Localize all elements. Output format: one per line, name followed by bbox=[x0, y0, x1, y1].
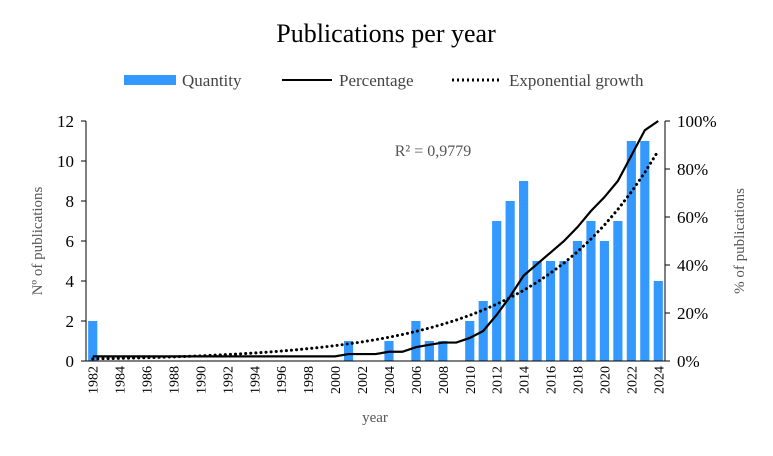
legend-swatch-quantity bbox=[124, 75, 176, 85]
bar-2016 bbox=[545, 261, 556, 361]
x-tick-label: 2020 bbox=[598, 366, 613, 394]
bar-2012 bbox=[492, 221, 502, 361]
x-tick-label: 2004 bbox=[383, 366, 398, 394]
x-tick-label: 2010 bbox=[464, 366, 479, 394]
bar-1982 bbox=[88, 321, 98, 361]
y-tick-label: 12 bbox=[57, 112, 74, 131]
y2-tick-label: 0% bbox=[677, 352, 700, 371]
bar-2020 bbox=[599, 241, 609, 361]
bar-2010 bbox=[465, 321, 475, 361]
bar-2006 bbox=[411, 321, 421, 361]
bar-2007 bbox=[424, 341, 434, 361]
exponential-trend-line bbox=[91, 149, 660, 361]
y2-tick-label: 80% bbox=[677, 160, 708, 179]
x-tick-label: 2018 bbox=[571, 366, 586, 394]
x-tick-label: 1986 bbox=[141, 366, 156, 394]
bar-2022 bbox=[626, 141, 636, 361]
x-tick-label: 1990 bbox=[194, 366, 209, 394]
bar-2001 bbox=[343, 341, 354, 361]
x-tick-label: 2000 bbox=[329, 366, 344, 394]
r-squared-annotation: R² = 0,9779 bbox=[395, 143, 472, 160]
x-tick-label: 2006 bbox=[410, 366, 425, 394]
legend: Quantity Percentage Exponential growth bbox=[124, 71, 644, 90]
x-tick-label: 2016 bbox=[545, 366, 560, 394]
y2-tick-label: 20% bbox=[677, 304, 708, 323]
x-tick-label: 1994 bbox=[248, 366, 263, 394]
bar-2018 bbox=[572, 241, 583, 361]
y-tick-label: 6 bbox=[66, 232, 75, 251]
x-tick-label: 2024 bbox=[652, 366, 667, 394]
y2-tick-label: 60% bbox=[677, 208, 708, 227]
x-tick-label: 1982 bbox=[87, 366, 102, 394]
chart-title: Publications per year bbox=[276, 19, 496, 48]
y2-axis-title: % of publications bbox=[732, 188, 748, 294]
legend-label-exponential: Exponential growth bbox=[509, 71, 644, 90]
bar-2013 bbox=[505, 201, 515, 361]
x-tick-label: 1984 bbox=[114, 366, 129, 394]
x-tick-label: 1988 bbox=[168, 366, 183, 394]
y2-tick-label: 40% bbox=[677, 256, 708, 275]
x-tick-label: 1998 bbox=[302, 366, 317, 394]
y-tick-label: 8 bbox=[66, 192, 75, 211]
bar-2019 bbox=[586, 221, 596, 361]
x-axis-title: year bbox=[362, 410, 388, 426]
y-tick-label: 0 bbox=[66, 352, 75, 371]
y-tick-label: 4 bbox=[66, 272, 75, 291]
x-tick-label: 2008 bbox=[437, 366, 452, 394]
bar-2015 bbox=[532, 261, 542, 361]
bar-2008 bbox=[438, 341, 448, 361]
x-tick-label: 2012 bbox=[491, 366, 506, 394]
y-tick-label: 2 bbox=[66, 312, 75, 331]
legend-label-percentage: Percentage bbox=[339, 71, 414, 90]
bar-2023 bbox=[640, 141, 650, 361]
x-tick-label: 1992 bbox=[221, 366, 236, 394]
y2-tick-label: 100% bbox=[677, 112, 717, 131]
x-tick-label: 1996 bbox=[275, 366, 290, 394]
legend-label-quantity: Quantity bbox=[182, 71, 242, 90]
percentage-line bbox=[92, 120, 659, 358]
x-tick-label: 2022 bbox=[625, 366, 640, 394]
bar-2021 bbox=[613, 221, 623, 361]
bar-2017 bbox=[559, 261, 569, 361]
y-tick-label: 10 bbox=[57, 152, 74, 171]
bar-2014 bbox=[519, 181, 529, 361]
y-axis-title: Nº of publications bbox=[30, 186, 46, 295]
bar-2024 bbox=[653, 281, 663, 361]
x-tick-label: 2014 bbox=[518, 366, 533, 394]
x-tick-label: 2002 bbox=[356, 366, 371, 394]
